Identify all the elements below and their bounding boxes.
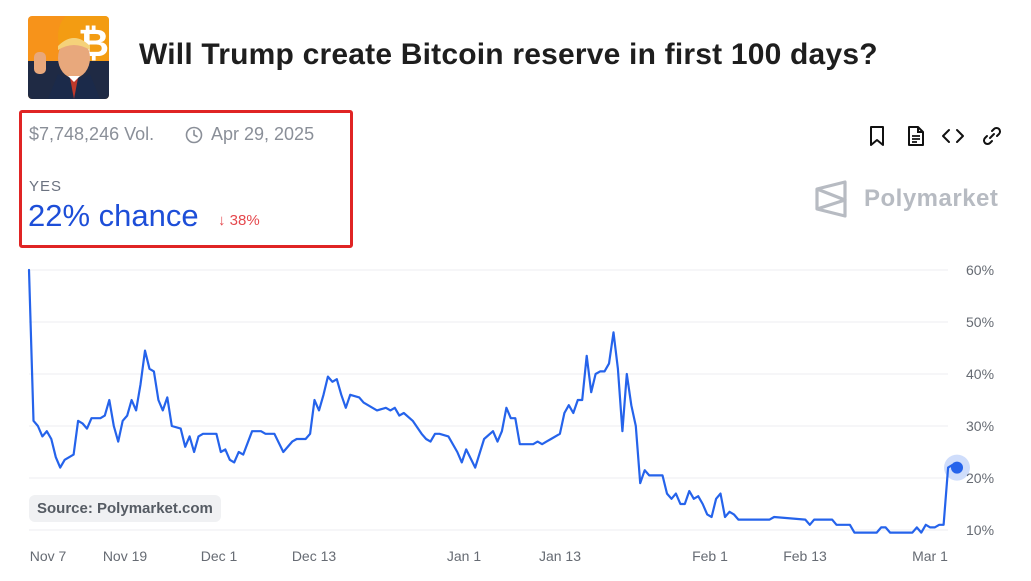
- y-tick-label: 20%: [966, 470, 994, 486]
- brand-watermark: Polymarket: [814, 180, 998, 218]
- change-text: 38%: [229, 212, 260, 229]
- y-tick-label: 30%: [966, 418, 994, 434]
- x-tick-label: Jan 1: [447, 548, 481, 564]
- embed-code-icon: [942, 129, 964, 143]
- current-point: [951, 461, 963, 474]
- arrow-down-icon: ↓: [218, 212, 226, 229]
- volume-text: $7,748,246 Vol.: [29, 124, 155, 144]
- trump-bitcoin-avatar-icon: ₿: [28, 16, 109, 99]
- outcome-label: YES: [29, 178, 63, 195]
- series-line: [27, 268, 959, 534]
- clock-icon: [185, 126, 203, 143]
- x-tick-label: Dec 1: [201, 548, 238, 564]
- change-indicator: ↓ 38%: [218, 212, 260, 229]
- document-button[interactable]: [904, 124, 928, 148]
- bookmark-icon: [870, 126, 884, 146]
- x-tick-label: Nov 19: [103, 548, 148, 564]
- x-tick-label: Jan 13: [539, 548, 581, 564]
- x-tick-label: Mar 1: [912, 548, 948, 564]
- document-icon: [908, 126, 924, 146]
- x-tick-label: Nov 7: [30, 548, 67, 564]
- y-tick-label: 40%: [966, 366, 994, 382]
- brand-name: Polymarket: [864, 185, 999, 212]
- link-icon: [982, 126, 1002, 146]
- embed-button[interactable]: [941, 124, 965, 148]
- end-date-text: Apr 29, 2025: [211, 124, 315, 144]
- x-tick-label: Feb 13: [783, 548, 827, 564]
- source-badge: Source: Polymarket.com: [29, 495, 221, 522]
- y-tick-label: 10%: [966, 522, 994, 538]
- y-tick-label: 60%: [966, 262, 994, 278]
- page-title: Will Trump create Bitcoin reserve in fir…: [139, 38, 878, 71]
- bookmark-button[interactable]: [865, 124, 889, 148]
- chance-text: 22% chance: [28, 198, 199, 233]
- highlight-box: [19, 110, 353, 248]
- market-avatar: ₿: [28, 16, 109, 99]
- polymarket-logo-icon: [815, 180, 847, 218]
- end-date: Apr 29, 2025: [185, 124, 314, 145]
- copy-link-button[interactable]: [980, 124, 1004, 148]
- x-tick-label: Feb 1: [692, 548, 728, 564]
- y-tick-label: 50%: [966, 314, 994, 330]
- x-tick-label: Dec 13: [292, 548, 337, 564]
